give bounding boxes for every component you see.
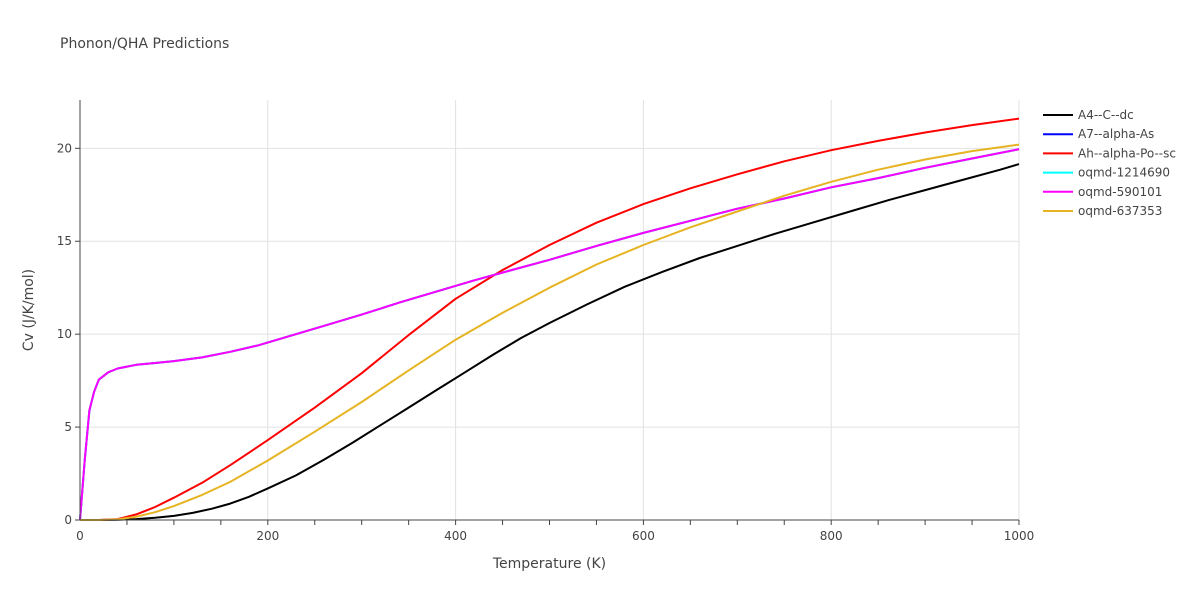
legend-label: Ah--alpha-Po--sc bbox=[1078, 146, 1176, 160]
series-line-oqmd-637353 bbox=[80, 143, 1020, 521]
y-axis-title: Cv (J/K/mol) bbox=[21, 269, 37, 351]
legend[interactable]: A4--C--dc A7--alpha-As Ah--alpha-Po--sc oqm… bbox=[1043, 108, 1176, 218]
y-tick-label: 0 bbox=[64, 513, 72, 527]
x-tick-label: 600 bbox=[632, 529, 655, 543]
x-tick-label: 800 bbox=[820, 529, 843, 543]
x-tick-label: 400 bbox=[444, 529, 467, 543]
x-axis-title: Temperature (K) bbox=[492, 556, 606, 572]
legend-item[interactable]: A7--alpha-As bbox=[1043, 127, 1154, 141]
grid-lines bbox=[80, 100, 1020, 520]
legend-label: oqmd-590101 bbox=[1078, 185, 1162, 199]
legend-item[interactable]: oqmd-590101 bbox=[1043, 185, 1162, 199]
legend-item[interactable]: A4--C--dc bbox=[1043, 108, 1134, 122]
x-tick-label: 0 bbox=[76, 529, 84, 543]
legend-label: oqmd-637353 bbox=[1078, 204, 1162, 218]
legend-label: A4--C--dc bbox=[1078, 108, 1134, 122]
y-tick-label: 20 bbox=[57, 141, 72, 155]
x-tick-label: 1000 bbox=[1004, 529, 1035, 543]
legend-item[interactable]: oqmd-1214690 bbox=[1043, 166, 1170, 180]
series-line-ah-alpha-po-sc bbox=[80, 117, 1020, 521]
chart-title: Phonon/QHA Predictions bbox=[60, 36, 230, 52]
series-layer bbox=[79, 117, 1020, 521]
x-tick-label: 200 bbox=[256, 529, 279, 543]
y-tick-label: 10 bbox=[57, 327, 72, 341]
series-line-oqmd-590101 bbox=[79, 148, 1020, 521]
series-line-a4-c-dc bbox=[80, 163, 1020, 521]
axes: 0 200 400 600 800 1000 0 5 10 15 20 bbox=[57, 100, 1035, 543]
legend-label: oqmd-1214690 bbox=[1078, 166, 1170, 180]
legend-item[interactable]: oqmd-637353 bbox=[1043, 204, 1162, 218]
y-tick-label: 5 bbox=[64, 420, 72, 434]
y-tick-label: 15 bbox=[57, 234, 72, 248]
legend-item[interactable]: Ah--alpha-Po--sc bbox=[1043, 146, 1176, 160]
legend-label: A7--alpha-As bbox=[1078, 127, 1154, 141]
